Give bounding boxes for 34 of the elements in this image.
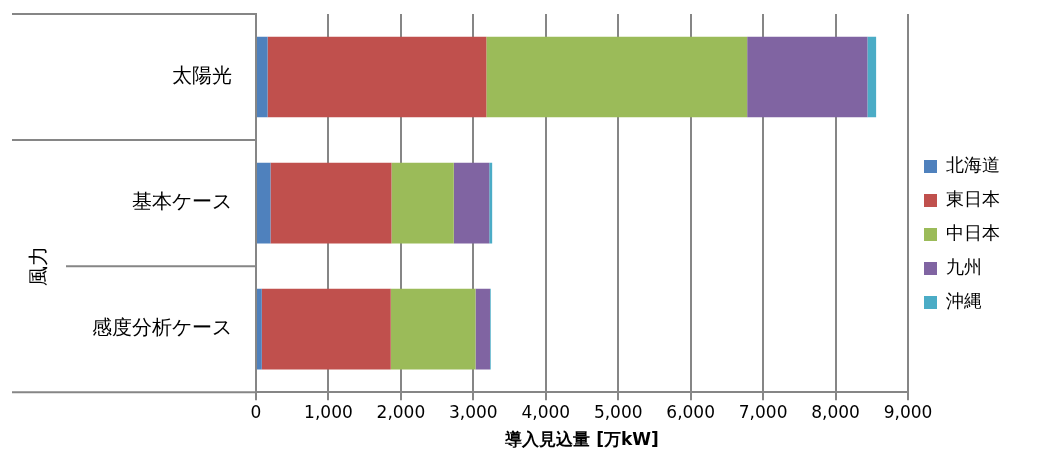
legend-label: 中日本 [946,222,1000,244]
bar [486,36,748,118]
bar [267,36,487,118]
x-tick-label: 4,000 [521,401,571,422]
bar [390,288,476,370]
bar [747,36,868,118]
bar [270,162,392,244]
x-tick-label: 3,000 [449,401,498,422]
x-tick-label: 6,000 [666,401,715,422]
x-tick-label: 7,000 [738,401,788,422]
bar [453,162,490,244]
bar [257,36,268,118]
bar [489,162,493,244]
y-tick-label: 太陽光 [172,63,232,88]
bar [391,162,454,244]
x-tick-label: 9,000 [883,401,933,422]
x-tick-label: 5,000 [593,401,643,422]
bar [261,288,391,370]
x-tick-label: 1,000 [304,401,353,422]
bar [475,288,490,370]
text: 風力 [26,246,51,287]
legend-label: 東日本 [946,188,1000,210]
x-axis-title: 導入見込量 [万kW] [504,429,659,450]
legend-label: 沖縄 [946,290,982,312]
legend-label: 九州 [946,256,982,278]
x-tick-label: 2,000 [376,401,426,422]
x-tick-label: 0 [250,401,262,422]
bar [257,288,262,370]
x-tick-label: 8,000 [811,401,860,422]
bar [867,36,877,118]
bar [257,162,271,244]
legend-label: 北海道 [946,154,1000,176]
y-tick-label: 基本ケース [132,189,232,214]
y-tick-label: 感度分析ケース [92,315,232,340]
